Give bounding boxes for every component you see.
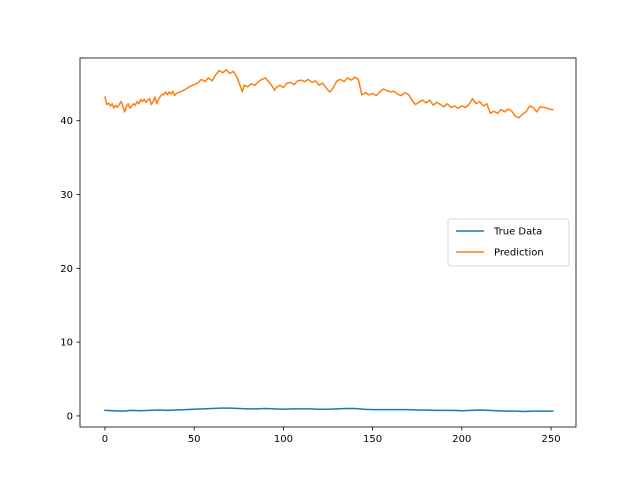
legend-label: True Data	[493, 227, 542, 238]
legend-label: Prediction	[494, 248, 544, 259]
x-tick-label: 0	[102, 434, 108, 445]
y-tick-label: 30	[60, 190, 73, 201]
y-tick-label: 0	[67, 411, 73, 422]
y-tick-label: 40	[60, 116, 73, 127]
y-tick-label: 20	[60, 264, 73, 275]
x-tick-label: 100	[274, 434, 293, 445]
y-tick-label: 10	[60, 338, 73, 349]
x-tick-label: 150	[363, 434, 382, 445]
x-tick-label: 250	[541, 434, 560, 445]
legend: True Data Prediction	[448, 219, 569, 266]
x-tick-label: 50	[188, 434, 201, 445]
x-tick-label: 200	[452, 434, 471, 445]
